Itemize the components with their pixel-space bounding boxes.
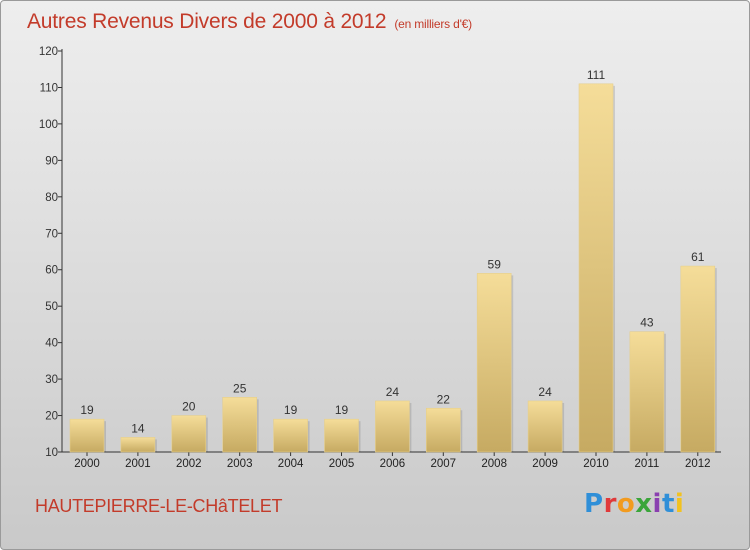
- bar-value-label: 59: [488, 257, 502, 271]
- bar-value-label: 24: [538, 385, 552, 399]
- x-tick-label: 2009: [532, 458, 558, 470]
- bar-value-label: 111: [587, 68, 606, 82]
- bar: [527, 400, 563, 453]
- y-tick-label: 80: [45, 192, 58, 204]
- bar: [578, 83, 614, 453]
- bar: [680, 265, 716, 453]
- chart-subtitle: (en milliers d'€): [394, 17, 472, 31]
- logo-letter: i: [674, 489, 685, 519]
- y-tick-label: 100: [39, 119, 58, 131]
- bar-value-label: 19: [80, 403, 94, 417]
- bar: [69, 418, 105, 453]
- bar: [171, 415, 207, 453]
- y-tick-label: 50: [45, 301, 58, 313]
- bar-value-label: 24: [386, 385, 400, 399]
- y-tick-label: 30: [45, 374, 58, 386]
- y-tick-label: 10: [45, 447, 58, 459]
- x-tick-label: 2007: [431, 458, 457, 470]
- logo-letter: i: [652, 489, 662, 519]
- y-tick-label: 110: [40, 82, 58, 94]
- x-tick-label: 2005: [329, 458, 355, 470]
- bar-value-label: 14: [131, 421, 145, 435]
- x-tick-label: 2012: [685, 458, 711, 470]
- proxiti-logo: Proxiti: [584, 489, 684, 519]
- bar-value-label: 19: [284, 403, 298, 417]
- bar-value-label: 25: [233, 381, 247, 395]
- x-tick-label: 2006: [380, 458, 406, 470]
- bar-value-label: 22: [437, 392, 451, 406]
- bar: [120, 437, 156, 453]
- chart-data-labels: 19 14 20 25 19 19 24 22 59 24 111 43 61: [80, 68, 704, 436]
- y-tick-label: 20: [45, 411, 58, 423]
- bar-value-label: 61: [691, 250, 705, 264]
- bar: [324, 418, 359, 453]
- bar: [476, 273, 512, 453]
- x-tick-label: 2011: [635, 458, 660, 470]
- bar: [629, 331, 665, 453]
- chart-title: Autres Revenus Divers de 2000 à 2012 (en …: [27, 10, 472, 34]
- y-tick-label: 70: [45, 228, 58, 240]
- x-tick-label: 2008: [481, 458, 507, 470]
- x-tick-label: 2000: [74, 458, 100, 470]
- bar-value-label: 43: [640, 316, 654, 330]
- x-tick-label: 2010: [583, 458, 609, 470]
- x-tick-label: 2004: [278, 458, 304, 470]
- bar-value-label: 19: [335, 403, 349, 417]
- logo-letter: P: [584, 489, 604, 519]
- bar: [375, 400, 410, 453]
- chart-title-text: Autres Revenus Divers de 2000 à 2012: [27, 10, 387, 33]
- y-tick-label: 90: [45, 155, 58, 167]
- logo-letter: r: [603, 489, 617, 519]
- y-tick-label: 60: [45, 265, 58, 277]
- y-tick-label: 120: [39, 46, 58, 58]
- logo-letter: t: [661, 489, 675, 519]
- bar-value-label: 20: [182, 400, 196, 414]
- bar: [273, 418, 308, 453]
- commune-name: HAUTEPIERRE-LE-CHâTELET: [35, 496, 283, 516]
- chart-bars: [69, 83, 717, 453]
- y-tick-label: 40: [45, 338, 58, 350]
- bar: [222, 397, 257, 453]
- x-tick-label: 2001: [125, 458, 151, 470]
- logo-letter: x: [635, 489, 653, 519]
- logo-letter: o: [616, 489, 636, 519]
- x-tick-label: 2002: [176, 458, 202, 470]
- x-tick-label: 2003: [227, 458, 253, 470]
- bar: [425, 407, 461, 453]
